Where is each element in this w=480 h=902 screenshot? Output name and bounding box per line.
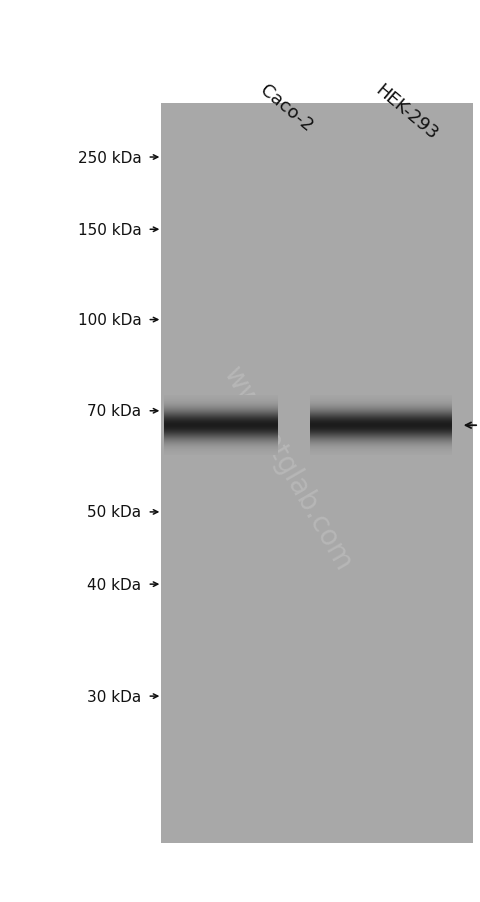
Bar <box>161 104 473 843</box>
Text: 30 kDa: 30 kDa <box>87 689 142 704</box>
Text: 100 kDa: 100 kDa <box>78 313 142 327</box>
Text: 150 kDa: 150 kDa <box>78 223 142 237</box>
Text: www.ptglab.com: www.ptglab.com <box>218 362 358 576</box>
Text: 70 kDa: 70 kDa <box>87 404 142 419</box>
Text: 250 kDa: 250 kDa <box>78 151 142 165</box>
Text: HEK-293: HEK-293 <box>372 81 442 143</box>
Text: 50 kDa: 50 kDa <box>87 505 142 520</box>
Text: Caco-2: Caco-2 <box>257 81 316 135</box>
Text: 40 kDa: 40 kDa <box>87 577 142 592</box>
